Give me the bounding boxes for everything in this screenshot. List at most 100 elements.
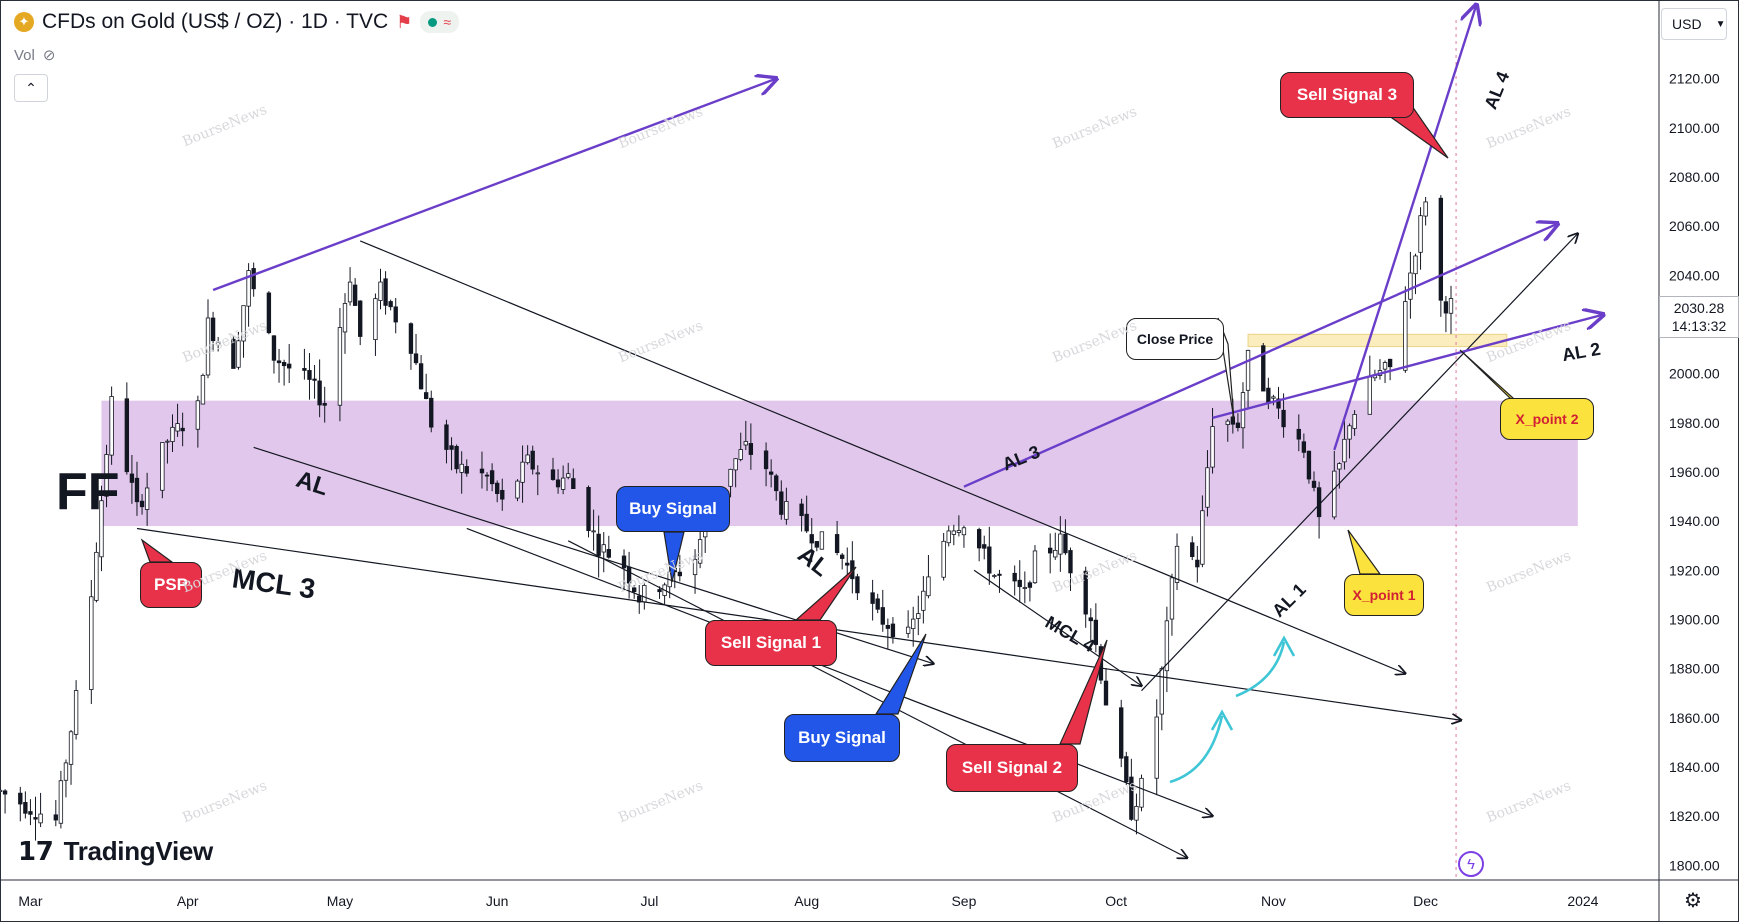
candle-up [347, 281, 353, 303]
candle-down [1266, 387, 1271, 404]
candle-up [916, 613, 921, 619]
time-tick-label: Dec [1413, 893, 1438, 909]
trend-line-al-lower-3 [567, 540, 1187, 858]
psp-callout[interactable]: PSP [140, 562, 202, 608]
sell-signal-2-pointer [1059, 639, 1108, 745]
candle-down [586, 487, 591, 532]
candle-down [1296, 428, 1301, 440]
candle-down [997, 573, 1002, 576]
candle-down [1083, 570, 1088, 615]
candle-down [500, 489, 505, 500]
candle-up [1210, 426, 1215, 468]
candle-down [987, 546, 992, 574]
candle-down [870, 592, 875, 604]
candle-up [99, 500, 104, 558]
time-tick-label: Oct [1105, 893, 1127, 909]
candle-down [982, 544, 987, 549]
candle-up [1032, 550, 1038, 584]
gold-symbol-icon: ✦ [14, 12, 34, 32]
sell-signal-2-callout[interactable]: Sell Signal 2 [946, 744, 1078, 792]
candle-up [170, 426, 175, 442]
currency-button[interactable]: USD ▼ [1661, 8, 1727, 40]
market-status-pill[interactable]: ≈ [420, 11, 459, 33]
candle-down [1311, 480, 1317, 488]
candle-down [129, 473, 135, 483]
x-point-1-pointer [1347, 529, 1382, 575]
candle-down [976, 529, 982, 549]
candle-up [1367, 376, 1372, 415]
candle-down [33, 817, 38, 820]
candle-up [566, 473, 571, 478]
candle-up [743, 441, 748, 446]
lightning-icon[interactable]: ϟ [1458, 851, 1484, 877]
candle-down [890, 623, 896, 638]
ff-label: FF [56, 463, 120, 521]
candle-up [951, 530, 956, 535]
candle-up [1337, 463, 1342, 470]
time-tick-label: 2024 [1567, 893, 1598, 909]
x-point-2-callout[interactable]: X_point 2 [1500, 398, 1594, 440]
eye-hidden-icon[interactable]: ⊘ [42, 47, 56, 64]
price-tick-label: 2060.00 [1669, 218, 1720, 234]
sell-signal-1-callout[interactable]: Sell Signal 1 [705, 620, 837, 666]
close-price-callout[interactable]: Close Price [1126, 318, 1224, 360]
tradingview-logo[interactable]: 𝟭𝟳 TradingView [18, 836, 213, 867]
candle-down [1103, 680, 1109, 706]
candle-down [408, 323, 414, 354]
candle-down [383, 278, 388, 306]
price-tick-label: 2120.00 [1669, 71, 1720, 87]
collapse-legend-button[interactable]: ⌃ [14, 74, 48, 102]
brand-name: TradingView [63, 836, 214, 866]
price-tick-label: 1860.00 [1669, 710, 1720, 726]
candle-down [231, 338, 236, 369]
candle-down [358, 300, 363, 337]
buy-signal-callout-2[interactable]: Buy Signal [784, 714, 900, 762]
buy-signal-2-pointer [874, 633, 927, 715]
candle-up [1169, 577, 1175, 620]
candle-up [926, 576, 931, 597]
tradingview-mark-icon: 𝟭𝟳 [18, 836, 54, 866]
chevron-down-icon: ▼ [1715, 18, 1726, 30]
candle-down [281, 362, 287, 367]
symbol-title[interactable]: CFDs on Gold (US$ / OZ) · 1D · TVC [42, 10, 389, 33]
candle-up [94, 551, 99, 601]
gear-icon[interactable]: ⚙ [1684, 890, 1702, 912]
price-tick-label: 1940.00 [1669, 513, 1720, 529]
candle-down [489, 470, 495, 485]
price-tick-label: 2000.00 [1669, 366, 1720, 382]
time-tick-label: Aug [794, 893, 819, 909]
candle-up [0, 789, 3, 793]
candle-up [520, 461, 525, 483]
sell-signal-3-callout[interactable]: Sell Signal 3 [1280, 72, 1414, 118]
candle-up [1342, 438, 1347, 463]
candle-down [2, 790, 8, 795]
candle-down [530, 450, 535, 470]
candle-down [631, 587, 637, 593]
candle-down [312, 378, 317, 381]
candle-down [804, 513, 809, 532]
candle-up [728, 468, 733, 487]
price-tick-label: 2100.00 [1669, 120, 1720, 136]
candle-down [1068, 550, 1073, 574]
candle-up [89, 596, 94, 690]
x-point-1-callout[interactable]: X_point 1 [1344, 574, 1424, 616]
cyan-arrow-2-head [1272, 635, 1296, 657]
support-zone [101, 400, 1578, 527]
candle-up [1271, 396, 1276, 399]
buy-signal-callout-1[interactable]: Buy Signal [616, 486, 730, 532]
candle-down [429, 397, 434, 428]
candle-down [657, 589, 662, 593]
price-axis: 1800.00 1820.00 1840.00 1860.00 1880.00 1900.… [1669, 71, 1720, 874]
candle-up [946, 530, 951, 544]
candle-up [1164, 620, 1170, 672]
candle-down [322, 403, 327, 406]
candle-down [393, 306, 398, 323]
candle-down [352, 284, 358, 306]
candle-down [464, 466, 469, 474]
flag-icon[interactable]: ⚑ [396, 11, 413, 32]
candle-up [911, 618, 916, 630]
candle-down [307, 370, 312, 380]
candle-up [1200, 510, 1205, 565]
